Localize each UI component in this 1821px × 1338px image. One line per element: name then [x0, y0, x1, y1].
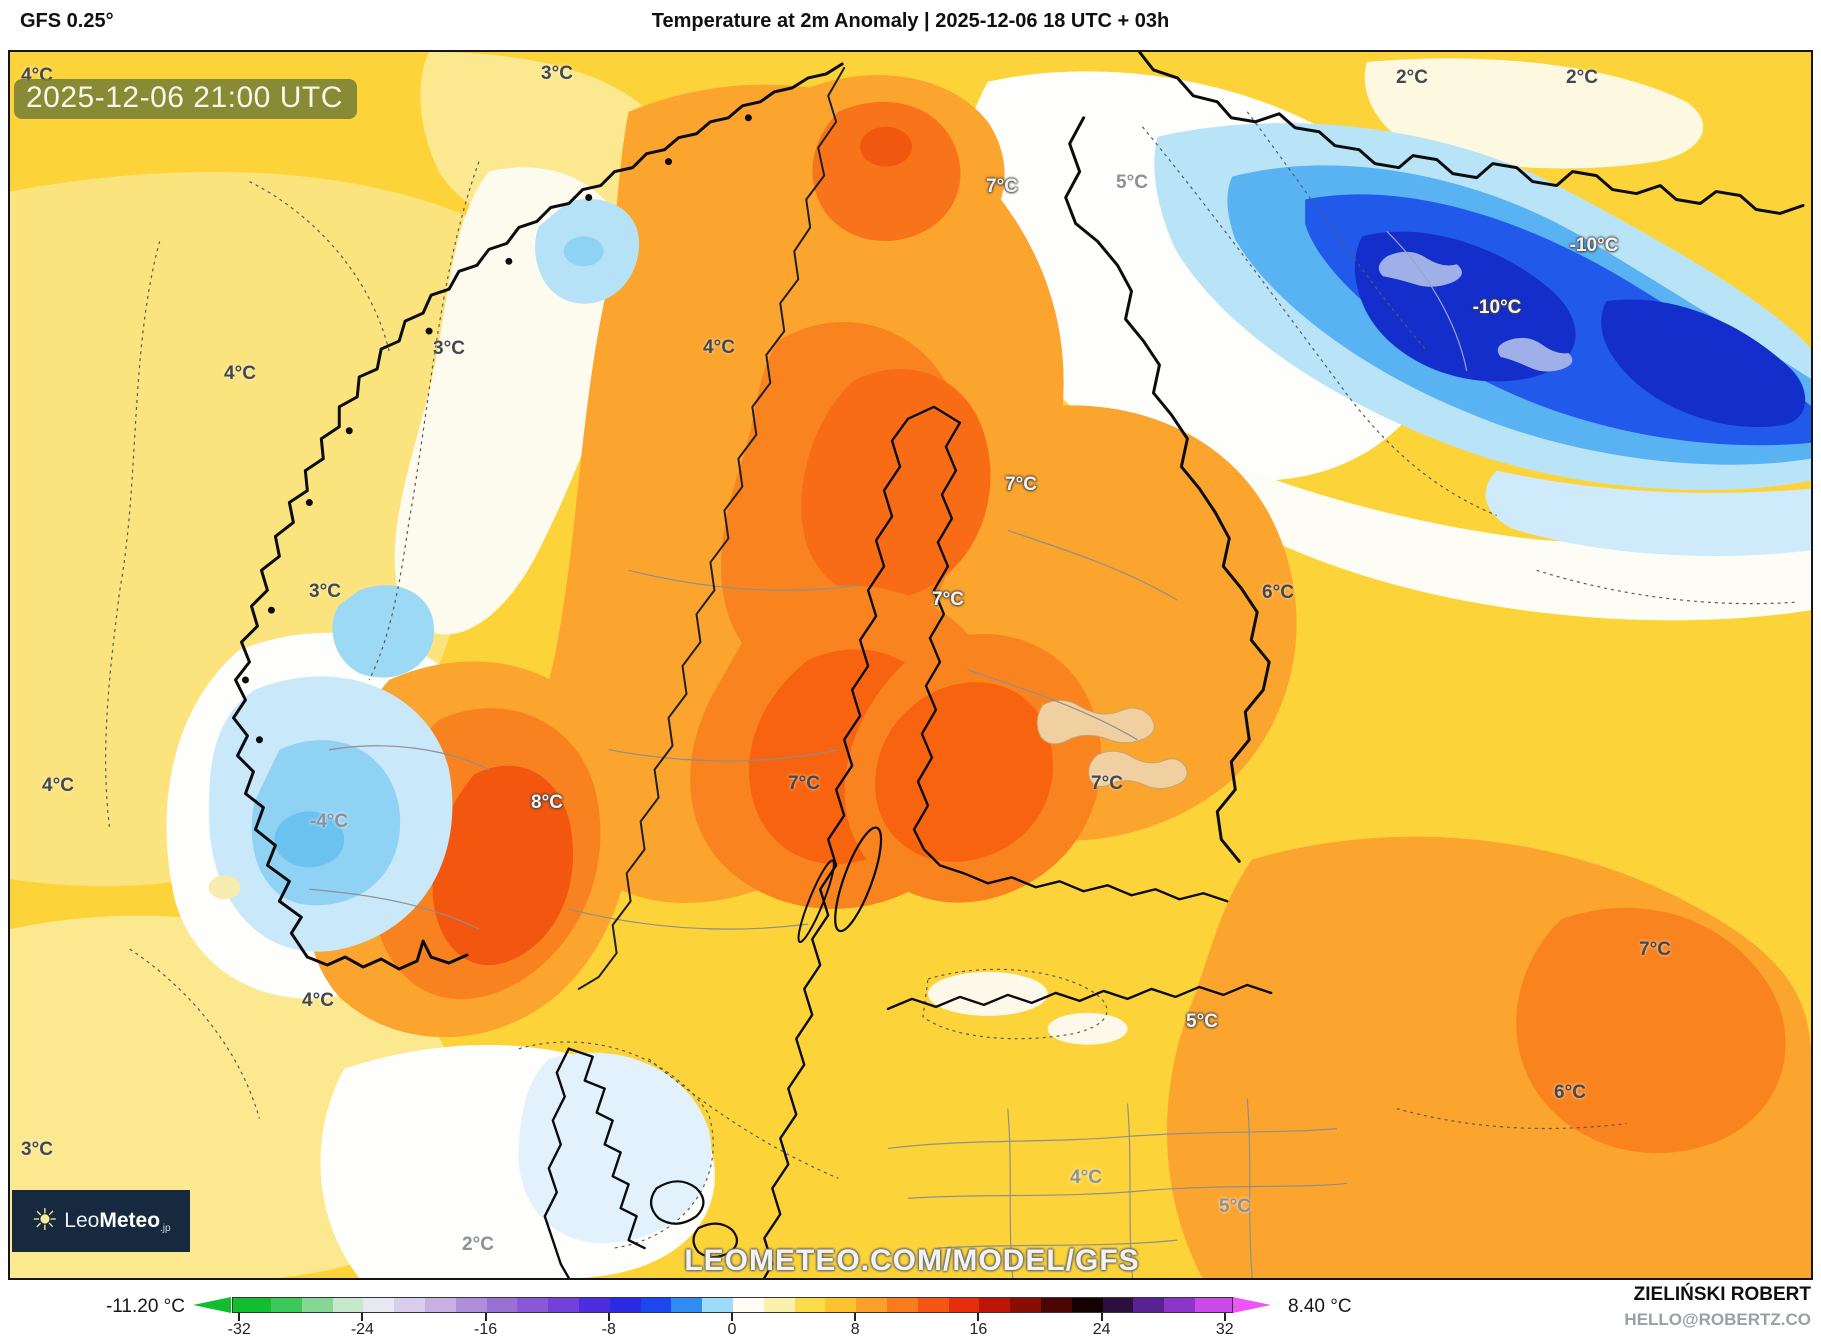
colorbar-segment [394, 1298, 426, 1312]
colorbar-segment [856, 1298, 888, 1312]
credit-author: ZIELIŃSKI ROBERT [1633, 1284, 1811, 1305]
colorbar-tick-label: 32 [1215, 1321, 1234, 1338]
colorbar-right-arrow-icon [1233, 1297, 1271, 1313]
colorbar-segment [733, 1298, 765, 1312]
temp-contour-label: -4°C [309, 811, 349, 832]
temp-contour-label: 3°C [541, 63, 573, 84]
temp-contour-label: -10°C [1472, 297, 1522, 318]
colorbar-body [231, 1297, 1233, 1313]
model-label: GFS 0.25° [20, 10, 114, 32]
sun-icon: ☀ [31, 1204, 59, 1237]
anomaly-fill-regions [10, 52, 1811, 1278]
colorbar-tick [1223, 1313, 1226, 1321]
temp-contour-label: 7°C [788, 773, 820, 794]
colorbar-tick-label: 16 [969, 1321, 988, 1338]
temp-contour-label: 7°C [932, 589, 964, 610]
colorbar-segment [517, 1298, 549, 1312]
colorbar-segment [232, 1298, 272, 1312]
colorbar-tick [484, 1313, 487, 1321]
colorbar-tick-label: -8 [601, 1321, 616, 1338]
colorbar-tick [607, 1313, 610, 1321]
colorbar-segment [271, 1298, 303, 1312]
colorbar-segment [948, 1298, 980, 1312]
colorbar-segment [917, 1298, 950, 1312]
colorbar-tick-label: -24 [350, 1321, 374, 1338]
logo-text: LeoMeteo.jp [64, 1208, 171, 1234]
colorbar-segment [794, 1298, 826, 1312]
page-title: Temperature at 2m Anomaly | 2025-12-06 1… [651, 10, 1170, 32]
temp-contour-label: 5°C [1186, 1011, 1218, 1032]
colorbar-tick-label: 0 [727, 1321, 737, 1338]
temp-contour-label: 3°C [21, 1139, 53, 1160]
colorbar-segment [425, 1298, 457, 1312]
temp-contour-label: 4°C [224, 363, 256, 384]
colorbar-tick-label: -16 [474, 1321, 498, 1338]
credit-contact: HELLO@ROBERTZ.CO [1624, 1310, 1811, 1329]
coastlines-black [232, 52, 1805, 1278]
colorbar-segment [763, 1298, 796, 1312]
colorbar-segment [579, 1298, 611, 1312]
colorbar-segment [455, 1298, 488, 1312]
temp-contour-label: 7°C [1639, 939, 1671, 960]
colorbar-tick-label: 24 [1092, 1321, 1111, 1338]
colorbar-segment [1195, 1298, 1232, 1312]
colorbar-segment [363, 1298, 395, 1312]
temp-contour-label: 2°C [462, 1234, 494, 1255]
colorbar-segment [1010, 1298, 1042, 1312]
colorbar-segment [702, 1298, 734, 1312]
colorbar-segment [1164, 1298, 1196, 1312]
contour-dashed-lines [105, 111, 1797, 1249]
colorbar-segment [486, 1298, 518, 1312]
temp-contour-label: 3°C [433, 338, 465, 359]
temp-contour-label: 3°C [309, 581, 341, 602]
colorbar-tick-label: -32 [227, 1321, 251, 1338]
colorbar-segment [1041, 1298, 1073, 1312]
region-borders-gray [309, 230, 1468, 1278]
colorbar-tick [854, 1313, 857, 1321]
colorbar-tick [731, 1313, 733, 1321]
temp-contour-label: 4°C [42, 775, 74, 796]
temp-contour-label: -10°C [1569, 235, 1619, 256]
colorbar-left-arrow-icon [193, 1297, 231, 1313]
colorbar-segment [671, 1298, 703, 1312]
temp-contour-label: 6°C [1262, 582, 1294, 603]
colorbar-segment [332, 1298, 364, 1312]
weather-map: 2025-12-06 21:00 UTC 4°C 3°C 2°C 2°C 7°C 5°C -… [8, 50, 1813, 1280]
colorbar-segment [1102, 1298, 1134, 1312]
colorbar-segment [1071, 1298, 1104, 1312]
temp-contour-label: 5°C [1116, 172, 1148, 193]
colorbar-tick-label: 8 [850, 1321, 860, 1338]
temp-contour-label: 4°C [703, 337, 735, 358]
colorbar-segment [640, 1298, 672, 1312]
leometeo-logo: ☀ LeoMeteo.jp [12, 1190, 190, 1252]
temp-contour-label: 2°C [1396, 67, 1428, 88]
temp-contour-label: 2°C [1566, 67, 1598, 88]
colorbar-segment [609, 1298, 642, 1312]
temp-contour-label: 4°C [1070, 1167, 1102, 1188]
watermark-url: LEOMETEO.COM/MODEL/GFS [684, 1244, 1140, 1277]
temp-contour-label: 4°C [302, 990, 334, 1011]
colorbar-tick [238, 1313, 241, 1321]
colorbar-segment [301, 1298, 334, 1312]
colorbar-segment [825, 1298, 857, 1312]
colorbar [193, 1297, 1271, 1313]
temp-contour-label: 7°C [1005, 474, 1037, 495]
colorbar-segment [548, 1298, 580, 1312]
colorbar-segment [887, 1298, 919, 1312]
temp-contour-label: 8°C [531, 792, 563, 813]
timestamp-badge: 2025-12-06 21:00 UTC [14, 79, 357, 119]
colorbar-max-label: 8.40 °C [1288, 1296, 1352, 1317]
colorbar-tick [1100, 1313, 1103, 1321]
temp-contour-label: 7°C [1091, 773, 1123, 794]
colorbar-tick [977, 1313, 980, 1321]
temp-contour-label: 6°C [1554, 1082, 1586, 1103]
colorbar-segment [979, 1298, 1011, 1312]
temp-contour-label: 5°C [1219, 1196, 1251, 1217]
weather-map-art [10, 52, 1811, 1278]
temp-contour-label: 7°C [986, 176, 1018, 197]
colorbar-min-label: -11.20 °C [105, 1296, 185, 1317]
colorbar-segment [1133, 1298, 1165, 1312]
colorbar-tick [361, 1313, 364, 1321]
